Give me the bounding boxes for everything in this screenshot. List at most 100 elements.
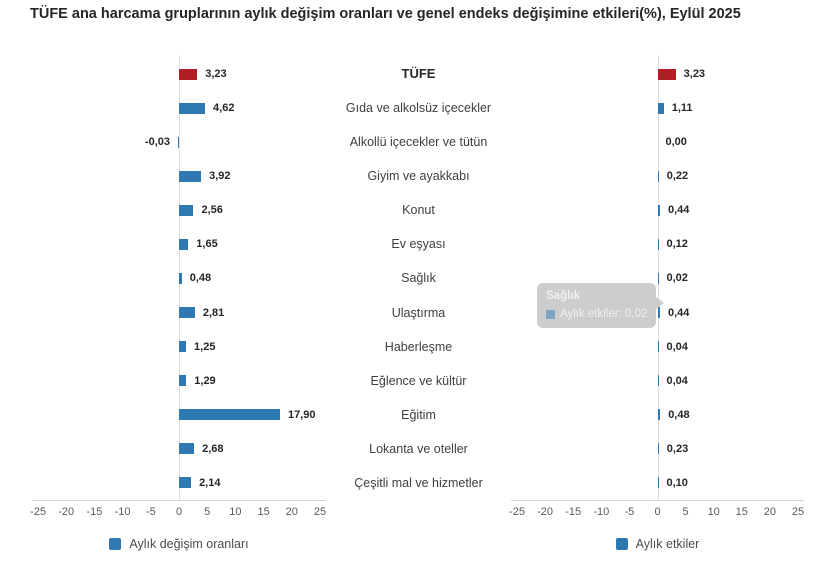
monthly-effect-chart: 3,23 1,11 0,00 0,22 0,44 0,12 0,02 0,44 0,04 0,04… bbox=[509, 55, 804, 518]
bar-value-label: 0,48 bbox=[189, 272, 212, 285]
left-plot-row-5: 1,65 bbox=[38, 227, 320, 261]
right-plot-row-1: 1,11 bbox=[517, 91, 798, 125]
legend-monthly-change[interactable]: Aylık değişim oranları bbox=[38, 535, 320, 553]
x-axis-tick: -5 bbox=[145, 506, 156, 518]
x-axis-tick: 5 bbox=[204, 506, 211, 518]
category-bar[interactable] bbox=[179, 409, 280, 421]
right-plot-row-10: 0,48 bbox=[517, 398, 798, 432]
category-bar[interactable] bbox=[657, 307, 660, 319]
x-axis-line bbox=[511, 500, 804, 501]
category-bar[interactable] bbox=[657, 409, 661, 421]
category-bar[interactable] bbox=[179, 170, 202, 182]
bar-value-label: 0,12 bbox=[666, 238, 688, 251]
category-bar[interactable] bbox=[657, 238, 659, 250]
bar-value-label: 2,81 bbox=[202, 306, 225, 319]
right-plot-row-0: 3,23 bbox=[517, 57, 798, 91]
category-bar[interactable] bbox=[179, 443, 195, 455]
x-axis-tick: 20 bbox=[763, 506, 777, 518]
right-plot-row-12: 0,10 bbox=[517, 466, 798, 500]
category-bar[interactable] bbox=[657, 477, 659, 489]
chart-title: TÜFE ana harcama gruplarının aylık değiş… bbox=[30, 6, 741, 22]
bar-value-label: 0,02 bbox=[666, 272, 688, 285]
left-plot-row-3: 3,92 bbox=[38, 159, 320, 193]
legend-square-icon bbox=[109, 538, 122, 550]
x-axis-tick: -25 bbox=[509, 506, 525, 518]
legend-left-label: Aylık değişim oranları bbox=[129, 537, 249, 551]
bar-value-label: 0,44 bbox=[667, 204, 690, 217]
category-label-0: TÜFE bbox=[401, 66, 436, 81]
x-axis-tick: -10 bbox=[593, 506, 610, 518]
legend-right-label: Aylık etkiler bbox=[635, 537, 700, 551]
monthly-change-chart: 3,23 4,62 -0,03 3,92 2,56 1,65 0,48 2,81 1,25 1,2… bbox=[30, 55, 326, 518]
category-bar[interactable] bbox=[657, 204, 660, 216]
x-axis-tick: -15 bbox=[86, 506, 103, 518]
left-plot-row-0: 3,23 bbox=[38, 57, 320, 91]
bar-value-label: 1,11 bbox=[671, 102, 693, 115]
left-plot-row-7: 2,81 bbox=[38, 296, 320, 330]
category-bar[interactable] bbox=[178, 136, 179, 148]
bar-value-label: 1,25 bbox=[194, 340, 216, 353]
category-label-5: Ev eşyası bbox=[391, 237, 446, 252]
right-plot-row-11: 0,23 bbox=[517, 432, 798, 466]
category-bar[interactable] bbox=[179, 307, 195, 319]
category-bar[interactable] bbox=[657, 375, 659, 387]
category-bar[interactable] bbox=[657, 170, 659, 182]
category-bar[interactable] bbox=[179, 102, 206, 114]
category-label-10: Eğitim bbox=[401, 407, 436, 422]
category-bar[interactable] bbox=[179, 204, 194, 216]
x-axis-tick: 15 bbox=[735, 506, 748, 518]
tooltip-category: Sağlık bbox=[546, 290, 580, 302]
category-bar[interactable] bbox=[179, 375, 187, 387]
tufe-bar[interactable] bbox=[179, 68, 198, 80]
bar-value-label: 0,00 bbox=[665, 136, 687, 149]
x-axis-tick: 25 bbox=[791, 506, 805, 518]
category-bar[interactable] bbox=[657, 443, 659, 455]
bar-value-label: 3,23 bbox=[683, 68, 706, 81]
left-plot-row-8: 1,25 bbox=[38, 330, 320, 364]
hover-tooltip: Sağlık Aylık etkiler: 0,02 bbox=[537, 283, 665, 328]
category-bar[interactable] bbox=[657, 341, 659, 353]
bar-value-label: 1,29 bbox=[194, 374, 216, 387]
x-axis-tick: -25 bbox=[30, 506, 46, 518]
bar-value-label: 0,44 bbox=[667, 306, 690, 319]
tufe-bar[interactable] bbox=[657, 68, 676, 80]
category-bar[interactable] bbox=[657, 272, 659, 284]
bar-value-label: 1,65 bbox=[196, 238, 218, 251]
category-label-8: Haberleşme bbox=[384, 339, 453, 354]
x-axis-tick: -5 bbox=[624, 506, 635, 518]
bar-value-label: 3,23 bbox=[205, 68, 227, 81]
right-plot-row-9: 0,04 bbox=[517, 364, 798, 398]
category-bar[interactable] bbox=[179, 272, 182, 284]
x-axis-tick: 15 bbox=[257, 506, 270, 518]
category-bar[interactable] bbox=[179, 341, 187, 353]
bar-value-label: 0,22 bbox=[666, 170, 689, 183]
x-axis-tick: -20 bbox=[58, 506, 75, 518]
right-plot-row-3: 0,22 bbox=[517, 159, 798, 193]
left-plot-row-4: 2,56 bbox=[38, 193, 320, 227]
category-bar[interactable] bbox=[179, 238, 189, 250]
x-axis-tick: 0 bbox=[175, 506, 183, 518]
x-axis-tick: 5 bbox=[682, 506, 689, 518]
right-plot-row-4: 0,44 bbox=[517, 193, 798, 227]
x-axis-tick: -15 bbox=[565, 506, 582, 518]
category-bar[interactable] bbox=[657, 102, 664, 114]
right-plot-row-6: 0,02 bbox=[517, 261, 798, 295]
category-bar[interactable] bbox=[179, 477, 192, 489]
bar-value-label: 3,92 bbox=[209, 170, 231, 183]
right-plot-row-8: 0,04 bbox=[517, 330, 798, 364]
tooltip-value-text: Aylık etkiler: 0,02 bbox=[560, 308, 648, 320]
bar-value-label: -0,03 bbox=[144, 136, 170, 149]
x-axis-tick: -10 bbox=[114, 506, 131, 518]
legend-monthly-effect[interactable]: Aylık etkiler bbox=[517, 535, 798, 553]
bar-value-label: 2,56 bbox=[201, 204, 223, 217]
category-label-12: Çeşitli mal ve hizmetler bbox=[354, 475, 483, 490]
bar-value-label: 0,48 bbox=[668, 408, 690, 421]
category-label-4: Konut bbox=[402, 203, 435, 218]
legend-square-icon bbox=[615, 538, 628, 550]
left-plot-row-6: 0,48 bbox=[38, 261, 320, 295]
category-label-9: Eğlence ve kültür bbox=[370, 373, 467, 388]
x-axis-tick: 10 bbox=[229, 506, 242, 518]
x-axis-tick: -20 bbox=[537, 506, 554, 518]
bar-value-label: 0,23 bbox=[666, 442, 689, 455]
